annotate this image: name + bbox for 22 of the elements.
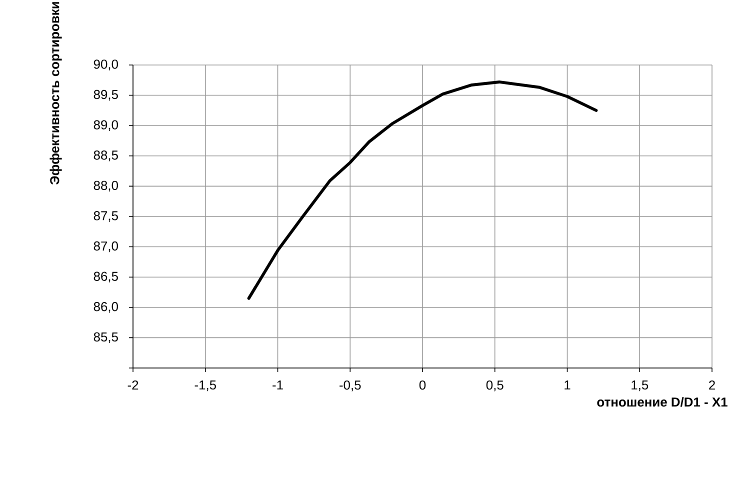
y-tick-label: 88,5 xyxy=(94,150,118,162)
x-tick-label: -0,5 xyxy=(340,380,361,392)
y-tick-label: 86,5 xyxy=(94,272,118,282)
x-tick-label: 1 xyxy=(564,380,570,390)
x-tick-label: -1 xyxy=(272,380,283,390)
y-tick-label: 87,5 xyxy=(94,211,118,222)
x-tick-label: -1,5 xyxy=(194,380,216,392)
x-axis-title: отношение D/D1 - X1 xyxy=(597,397,728,407)
x-tick-label: 0,5 xyxy=(486,380,504,392)
y-tick-label: 90,0 xyxy=(94,60,118,70)
y-tick-label: 88,0 xyxy=(94,180,118,192)
x-tick-label: 0 xyxy=(419,380,426,390)
y-tick-label: 87,0 xyxy=(94,241,118,252)
y-tick-label: 85,5 xyxy=(94,332,118,344)
y-tick-label: 86,0 xyxy=(94,302,118,313)
y-tick-label: 89,0 xyxy=(94,120,118,131)
x-tick-label: 2 xyxy=(709,380,715,390)
x-tick-label: -2 xyxy=(128,380,138,390)
line-series xyxy=(247,80,598,300)
y-axis-title: Эффективность сортировки xyxy=(50,2,62,185)
x-tick-label: 1,5 xyxy=(632,380,648,392)
y-tick-label: 89,5 xyxy=(94,90,118,101)
